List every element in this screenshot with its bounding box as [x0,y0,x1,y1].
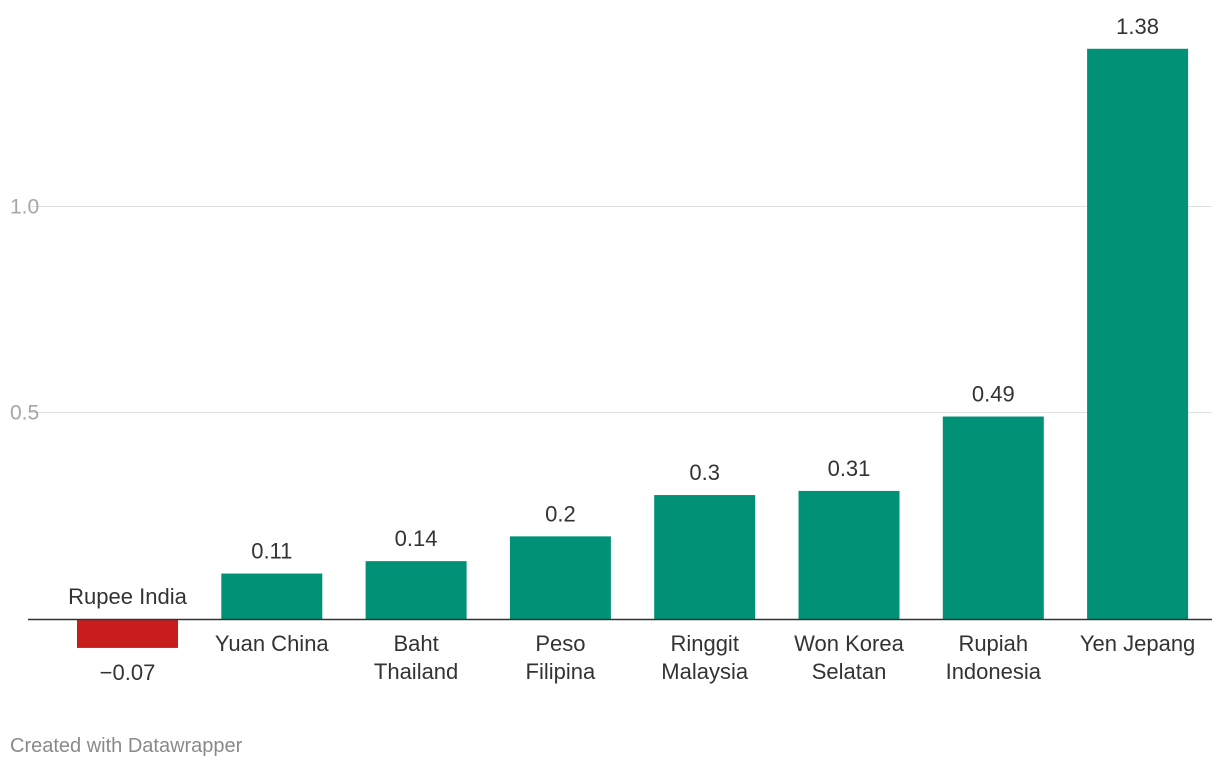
category-label-line: Won Korea [794,631,904,656]
category-label: Rupee India [68,584,187,609]
value-label: 0.14 [395,526,438,551]
category-label: Ringgit Malaysia [661,631,749,684]
bar [1087,48,1189,620]
bars [77,48,1189,648]
gridlines: 0.5 1.0 [10,196,1212,425]
value-label: 0.2 [545,501,576,526]
category-label: Baht Thailand [374,631,458,684]
labels: −0.07 Rupee India 0.11 Yuan China 0.14 Baht Th… [68,14,1195,685]
bar [77,619,178,648]
category-label-line: Thailand [374,659,458,684]
category-label-line: Peso [535,631,585,656]
category-label: Yen Jepang [1080,631,1195,656]
category-label-line: Yuan China [215,631,330,656]
bar [221,573,323,619]
category-label: Won Korea Selatan [794,631,904,684]
category-label: Peso Filipina [526,631,596,684]
value-label: 0.31 [828,456,871,481]
bar [942,416,1044,619]
category-label-line: Baht [393,631,438,656]
bar [798,490,900,619]
category-label-line: Filipina [526,659,596,684]
value-label: 1.38 [1116,14,1159,39]
bar [654,495,756,619]
value-label: 0.11 [251,539,292,564]
footer-credit: Created with Datawrapper [10,735,243,757]
category-label-line: Ringgit [670,631,738,656]
category-label-line: Rupiah [958,631,1028,656]
y-tick-label: 0.5 [10,402,39,425]
category-label: Yuan China [215,631,330,656]
value-label: −0.07 [100,660,156,685]
value-label: 0.3 [689,460,720,485]
category-label-line: Indonesia [946,659,1042,684]
value-label: 0.49 [972,382,1015,407]
category-label: Rupiah Indonesia [946,631,1042,684]
bar [509,536,611,619]
category-label-line: Rupee India [68,584,187,609]
category-label-line: Yen Jepang [1080,631,1195,656]
category-label-line: Selatan [812,659,887,684]
category-label-line: Malaysia [661,659,749,684]
bar [365,561,467,619]
y-tick-label: 1.0 [10,196,39,219]
